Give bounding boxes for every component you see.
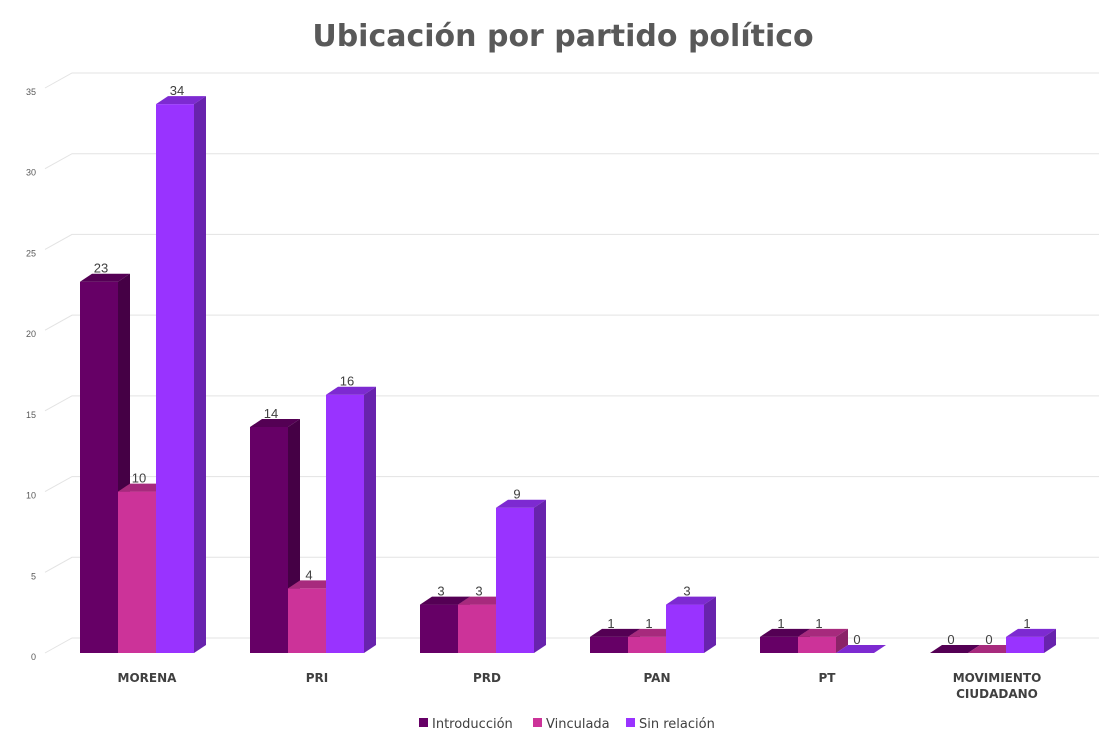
y-tick-label: 35 — [26, 87, 36, 97]
data-label-movimiento-ciudadano-vinculada: 0 — [985, 632, 992, 647]
legend-item-introduccion: Introducción — [419, 717, 513, 732]
bar-pri-sin-relacion — [326, 386, 376, 653]
legend-swatch — [419, 718, 428, 727]
bar-movimiento-ciudadano-introduccion — [930, 645, 980, 653]
chart-title: Ubicación por partido político — [312, 19, 813, 54]
y-tick-label: 5 — [31, 571, 36, 581]
bar-pan-sin-relacion — [666, 596, 716, 653]
data-label-pri-sin-relacion: 16 — [340, 374, 354, 389]
bar-morena-sin-relacion — [156, 96, 206, 653]
legend-label: Sin relación — [639, 717, 715, 732]
legend-label: Introducción — [432, 717, 513, 732]
legend: Introducción Vinculada Sin relación — [419, 717, 715, 732]
legend-item-vinculada: Vinculada — [533, 717, 610, 732]
data-label-pt-introduccion: 1 — [777, 616, 784, 631]
bar-movimiento-ciudadano-vinculada — [968, 645, 1018, 653]
bar-pt-vinculada — [798, 628, 848, 653]
gridline — [44, 395, 1099, 412]
gridline — [44, 314, 1099, 331]
bars — [80, 96, 1056, 653]
data-label-pan-introduccion: 1 — [607, 616, 614, 631]
category-label-movimiento-ciudadano: MOVIMIENTO CIUDADANO — [953, 671, 1042, 701]
y-axis-ticks: 0 5 10 15 20 25 30 35 — [26, 87, 36, 662]
data-label-movimiento-ciudadano-sin-relacion: 1 — [1023, 616, 1030, 631]
y-tick-label: 25 — [26, 248, 36, 258]
gridline — [44, 233, 1099, 250]
y-tick-label: 0 — [31, 652, 36, 662]
legend-label: Vinculada — [546, 717, 610, 732]
gridline — [44, 637, 1099, 654]
data-label-morena-sin-relacion: 34 — [170, 83, 184, 98]
data-label-pan-vinculada: 1 — [645, 616, 652, 631]
gridline — [44, 556, 1099, 573]
y-tick-label: 10 — [26, 491, 36, 501]
bar-pt-sin-relacion — [836, 645, 886, 653]
gridline — [44, 476, 1099, 493]
data-label-pt-sin-relacion: 0 — [853, 632, 860, 647]
legend-item-sin-relacion: Sin relación — [626, 717, 715, 732]
legend-swatch — [626, 718, 635, 727]
gridline — [44, 153, 1099, 170]
legend-swatch — [533, 718, 542, 727]
data-label-prd-sin-relacion: 9 — [513, 487, 520, 502]
category-label-prd: PRD — [473, 671, 501, 685]
category-label-pan: PAN — [643, 671, 670, 685]
data-label-movimiento-ciudadano-introduccion: 0 — [947, 632, 954, 647]
category-label-pri: PRI — [306, 671, 329, 685]
gridline — [44, 72, 1099, 89]
data-label-prd-introduccion: 3 — [437, 584, 444, 599]
data-label-pri-vinculada: 4 — [305, 567, 312, 582]
data-label-morena-vinculada: 10 — [132, 471, 146, 486]
bar-pri-introduccion — [250, 419, 300, 653]
data-label-morena-introduccion: 23 — [94, 261, 108, 276]
bar-movimiento-ciudadano-sin-relacion — [1006, 628, 1056, 653]
gridlines — [44, 72, 1099, 654]
bar-prd-sin-relacion — [496, 499, 546, 653]
data-label-pt-vinculada: 1 — [815, 616, 822, 631]
y-tick-label: 30 — [26, 168, 36, 178]
data-label-pan-sin-relacion: 3 — [683, 584, 690, 599]
category-label-morena: MORENA — [118, 671, 178, 685]
y-tick-label: 15 — [26, 410, 36, 420]
bar-prd-introduccion — [420, 596, 470, 653]
data-label-pri-introduccion: 14 — [264, 406, 278, 421]
bar-prd-vinculada — [458, 596, 508, 653]
y-tick-label: 20 — [26, 329, 36, 339]
category-label-pt: PT — [819, 671, 837, 685]
data-label-prd-vinculada: 3 — [475, 584, 482, 599]
category-labels: MORENA PRI PRD PAN PT MOVIMIENTO CIUDADANO — [118, 671, 1042, 701]
